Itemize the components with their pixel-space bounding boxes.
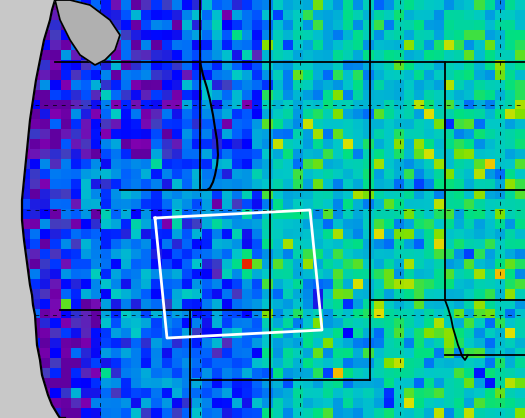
Polygon shape [55,0,120,65]
